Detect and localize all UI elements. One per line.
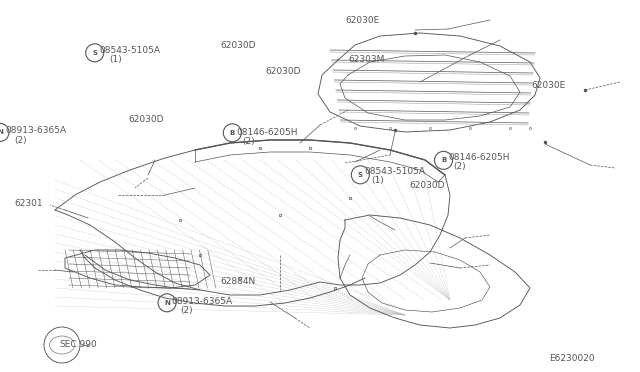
Text: S: S <box>358 172 363 178</box>
Text: 08543-5105A: 08543-5105A <box>365 167 426 176</box>
Text: 08146-6205H: 08146-6205H <box>448 153 509 162</box>
Text: 62030D: 62030D <box>410 182 445 190</box>
Text: 62030E: 62030E <box>531 81 566 90</box>
Text: (2): (2) <box>180 306 193 315</box>
Text: N: N <box>164 300 170 306</box>
Text: 62884N: 62884N <box>221 278 256 286</box>
Circle shape <box>158 294 176 312</box>
Text: SEC.990: SEC.990 <box>59 340 97 349</box>
Text: 08543-5105A: 08543-5105A <box>99 46 160 55</box>
Text: N: N <box>0 129 3 135</box>
Text: B: B <box>441 157 446 163</box>
Text: 08146-6205H: 08146-6205H <box>237 128 298 137</box>
Text: (2): (2) <box>453 162 466 171</box>
Text: 62030E: 62030E <box>346 16 380 25</box>
Circle shape <box>435 151 452 169</box>
Circle shape <box>351 166 369 184</box>
Circle shape <box>223 124 241 142</box>
Text: 08913-6365A: 08913-6365A <box>5 126 67 135</box>
Text: B: B <box>230 130 235 136</box>
Circle shape <box>86 44 104 62</box>
Text: 62030D: 62030D <box>221 41 256 50</box>
Text: (1): (1) <box>109 55 122 64</box>
Text: (2): (2) <box>242 137 255 146</box>
Text: (2): (2) <box>14 136 27 145</box>
Text: 62030D: 62030D <box>128 115 163 124</box>
Text: 62301: 62301 <box>14 199 43 208</box>
Text: S: S <box>92 50 97 56</box>
Text: E6230020: E6230020 <box>549 355 595 363</box>
Text: (1): (1) <box>371 176 384 185</box>
Text: 08913-6365A: 08913-6365A <box>172 297 233 306</box>
Text: 62303M: 62303M <box>349 55 385 64</box>
Text: 62030D: 62030D <box>266 67 301 76</box>
Circle shape <box>0 124 9 141</box>
